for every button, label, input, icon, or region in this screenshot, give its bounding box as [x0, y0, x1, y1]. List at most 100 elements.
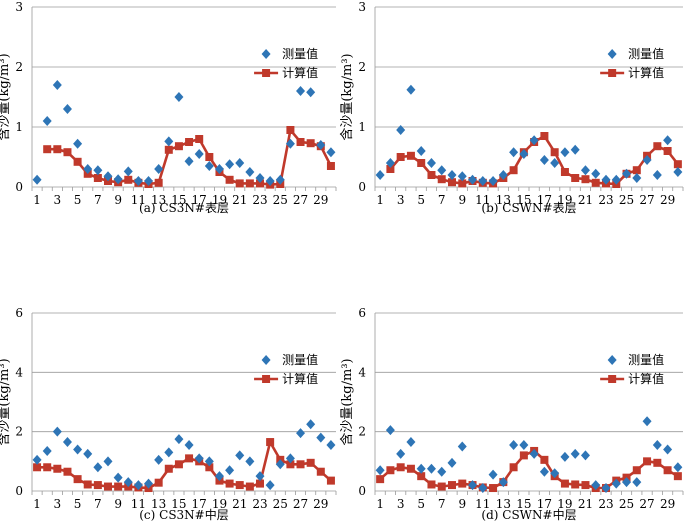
measured-point	[316, 432, 326, 443]
x-tick-label: 13	[496, 193, 511, 207]
x-tick-label: 1	[33, 193, 41, 207]
measured-point	[164, 447, 174, 458]
computed-point	[386, 466, 395, 475]
computed-point	[509, 166, 518, 175]
measured-point	[416, 146, 426, 156]
measured-point	[468, 174, 478, 185]
x-tick-label: 3	[54, 497, 62, 511]
x-tick-label: 1	[376, 193, 384, 207]
measured-point	[560, 451, 570, 462]
computed-point	[437, 175, 446, 184]
measured-point	[550, 158, 560, 168]
computed-point	[632, 466, 641, 475]
x-tick-label: 7	[94, 497, 102, 511]
x-tick-label: 17	[537, 193, 552, 207]
legend-marker-measured	[607, 49, 617, 59]
panel-caption: (a) CS3N#表层	[139, 201, 229, 215]
computed-point	[386, 165, 395, 173]
x-tick-label: 27	[293, 193, 308, 207]
x-tick-label: 15	[516, 193, 531, 207]
computed-point	[164, 145, 173, 154]
computed-point	[154, 478, 163, 487]
computed-point	[205, 153, 214, 161]
measured-point	[529, 448, 539, 459]
computed-point	[406, 151, 415, 160]
x-tick-label: 5	[417, 497, 425, 511]
computed-point	[73, 475, 82, 484]
measured-point	[123, 166, 133, 177]
measured-point	[275, 174, 285, 185]
x-tick-label: 19	[557, 193, 572, 207]
computed-point	[581, 481, 590, 490]
measured-point	[632, 173, 642, 183]
y-tick-label: 6	[358, 306, 366, 320]
measured-point	[42, 116, 52, 126]
y-tick-label: 4	[15, 365, 23, 379]
measured-point	[306, 87, 316, 98]
computed-point	[296, 138, 305, 146]
computed-point	[663, 147, 672, 155]
x-tick-label: 15	[171, 497, 186, 511]
measured-point	[580, 450, 590, 461]
measured-point	[73, 138, 83, 149]
x-tick-label: 11	[475, 497, 490, 511]
x-tick-label: 27	[293, 497, 308, 511]
measured-point	[652, 440, 662, 451]
measured-point	[174, 434, 184, 445]
y-tick-label: 2	[358, 60, 366, 74]
x-tick-label: 21	[232, 497, 247, 511]
measured-point	[184, 156, 194, 167]
x-tick-label: 3	[397, 497, 405, 511]
legend-marker-computed	[262, 375, 271, 383]
computed-point	[53, 464, 62, 473]
measured-point	[214, 164, 224, 174]
legend-label-measured: 测量值	[282, 46, 318, 61]
computed-point	[427, 171, 436, 179]
legend-label-measured: 测量值	[628, 46, 664, 61]
x-tick-label: 9	[458, 193, 466, 207]
computed-point	[560, 479, 569, 488]
computed-point	[185, 138, 194, 146]
computed-point	[43, 463, 52, 472]
measured-point	[144, 478, 154, 489]
computed-point	[154, 178, 163, 187]
measured-point	[103, 171, 113, 182]
measured-point	[194, 453, 204, 464]
measured-point	[83, 164, 93, 174]
measured-point	[580, 165, 590, 176]
computed-point	[286, 126, 295, 134]
x-tick-label: 7	[438, 497, 446, 511]
computed-point	[114, 482, 123, 491]
measured-point	[174, 92, 184, 102]
computed-point	[326, 162, 335, 170]
measured-point	[204, 161, 214, 171]
measured-point	[478, 176, 488, 186]
measured-point	[426, 158, 436, 168]
measured-point	[235, 450, 245, 461]
panel-caption: (d) CSWN#中层	[481, 507, 576, 522]
computed-point	[571, 174, 580, 182]
measured-point	[652, 170, 662, 180]
y-axis-label: 含沙量(kg/m³)	[339, 53, 355, 140]
x-tick-label: 9	[114, 497, 122, 511]
measured-point	[611, 478, 621, 489]
x-tick-label: 13	[496, 497, 511, 511]
computed-point	[417, 159, 426, 167]
computed-point	[306, 458, 315, 467]
measured-point	[113, 174, 123, 185]
x-tick-label: 1	[376, 497, 384, 511]
measured-point	[62, 104, 72, 114]
legend-label-measured: 测量值	[628, 352, 664, 367]
measured-point	[529, 135, 539, 146]
measured-point	[255, 471, 265, 482]
computed-point	[235, 179, 244, 188]
x-tick-label: 5	[74, 193, 82, 207]
legend-label-measured: 测量值	[282, 352, 318, 367]
measured-point	[416, 463, 426, 474]
measured-point	[296, 86, 306, 96]
computed-point	[53, 145, 62, 154]
